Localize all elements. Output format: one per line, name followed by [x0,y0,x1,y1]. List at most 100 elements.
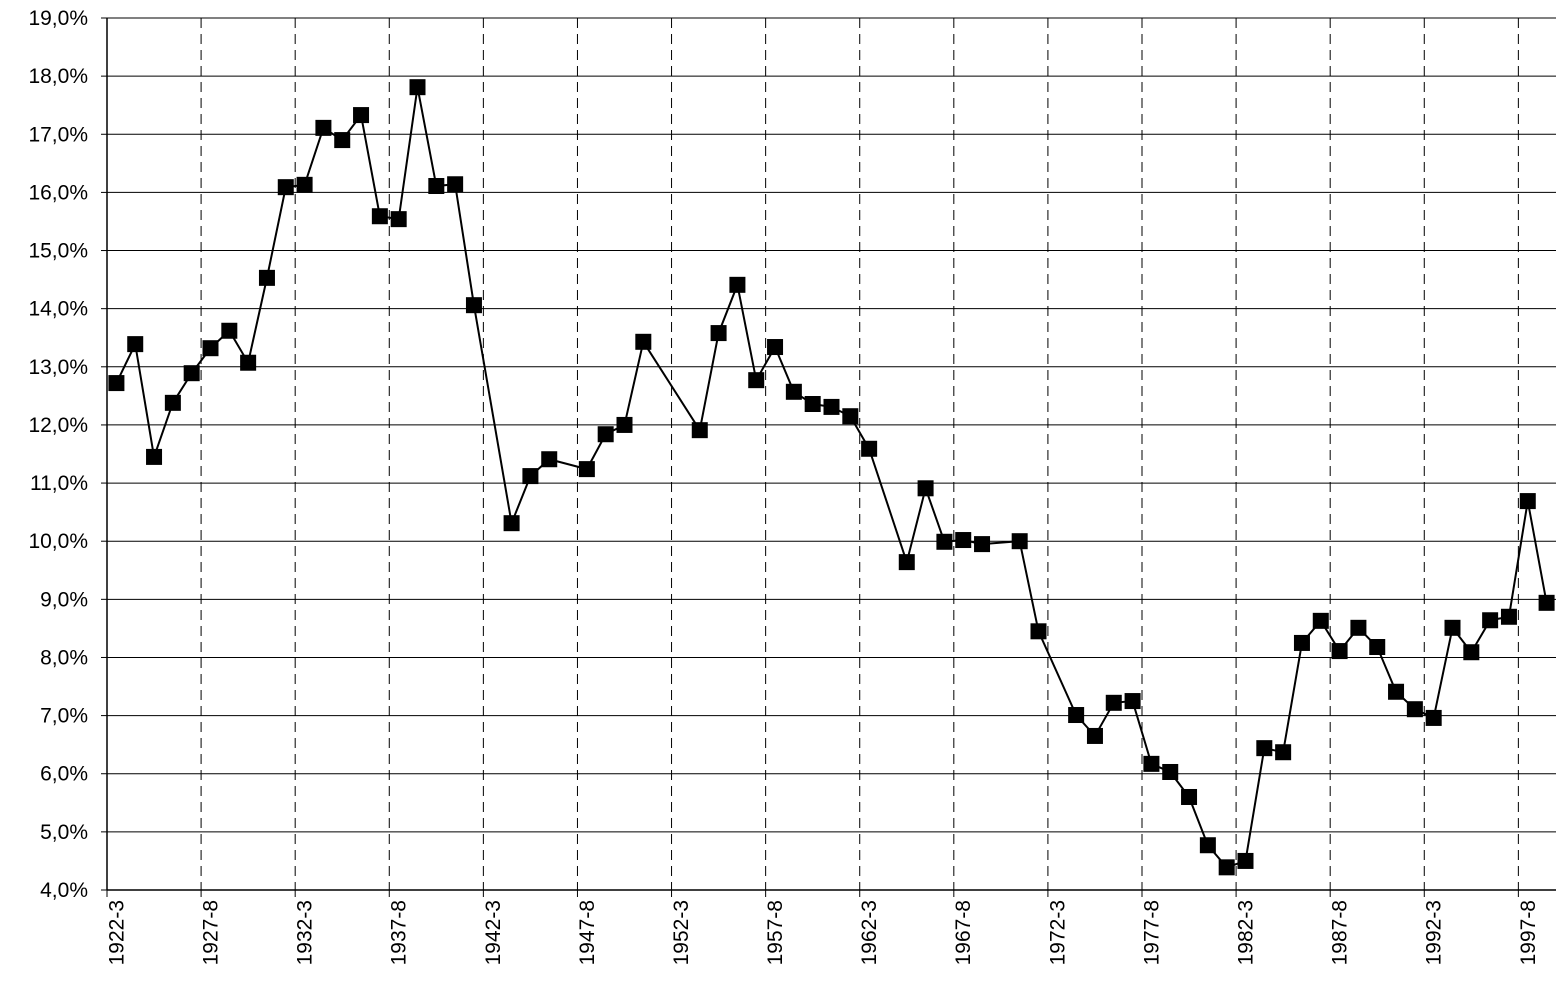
y-tick-label: 6,0% [40,763,88,786]
marker [1086,727,1103,744]
gap-connector [868,448,908,563]
marker [127,336,144,353]
x-tick-label: 1947-8 [576,900,599,965]
marker [334,132,351,149]
marker [1143,755,1160,772]
marker [597,426,614,443]
marker [221,322,238,339]
x-tick-label: 1967-8 [952,900,975,965]
marker [465,297,482,314]
marker [541,451,558,468]
marker [1011,533,1028,550]
marker [1124,693,1141,710]
gap-connector [472,305,513,524]
line-series [1075,500,1548,869]
marker [315,119,332,136]
y-tick-label: 4,0% [40,879,88,902]
marker [842,408,859,425]
y-tick-label: 15,0% [28,240,88,263]
x-tick-label: 1997-8 [1517,900,1540,965]
marker [955,532,972,549]
y-tick-label: 7,0% [40,705,88,728]
marker [1199,837,1216,854]
marker [1105,694,1122,711]
marker [447,176,464,193]
marker [1218,859,1235,876]
marker [1256,740,1273,757]
marker [1237,852,1254,869]
marker [1369,639,1386,656]
x-tick-label: 1957-8 [764,900,787,965]
marker [616,416,633,433]
y-tick-label: 18,0% [28,65,88,88]
marker [1500,608,1517,625]
line-series [698,281,871,450]
marker [936,533,953,550]
x-tick-label: 1952-3 [670,900,693,965]
marker [1519,493,1536,510]
marker [1030,623,1047,640]
gap-connector [1037,630,1078,716]
y-tick-label: 16,0% [28,181,88,204]
marker [767,339,784,356]
marker [296,176,313,193]
marker [1538,594,1555,611]
y-tick-label: 13,0% [28,356,88,379]
marker [1350,619,1367,636]
y-tick-label: 17,0% [28,123,88,146]
marker [202,340,219,357]
line-series [905,484,983,563]
x-tick-label: 1922-3 [105,900,128,965]
marker [1444,619,1461,636]
y-tick-label: 11,0% [30,472,88,495]
marker [164,394,181,411]
marker [823,398,840,415]
marker [710,325,727,342]
marker [409,79,426,96]
marker [277,179,294,196]
x-tick-label: 1977-8 [1140,900,1163,965]
marker [371,208,388,225]
marker [390,211,407,228]
gap-connector [642,341,701,431]
marker [1068,707,1085,724]
y-tick-label: 5,0% [40,821,88,844]
y-tick-label: 12,0% [28,414,88,437]
marker [1482,612,1499,629]
marker [1425,709,1442,726]
marker [804,396,821,413]
marker [635,333,652,350]
marker [1162,763,1179,780]
marker [785,383,802,400]
marker [522,468,539,485]
x-tick-label: 1942-3 [482,900,505,965]
marker [861,440,878,457]
y-tick-label: 14,0% [28,298,88,321]
x-tick-label: 1962-3 [858,900,881,965]
x-tick-label: 1982-3 [1235,900,1258,965]
marker [748,372,765,389]
marker [503,515,520,532]
line-series [585,341,645,470]
x-tick-label: 1992-3 [1423,900,1446,965]
marker [1463,644,1480,661]
marker [1331,643,1348,660]
marker [898,554,915,571]
marker [108,375,125,392]
marker [146,448,163,465]
marker [183,365,200,382]
marker [1293,634,1310,651]
y-tick-label: 10,0% [28,530,88,553]
marker [578,461,595,478]
x-tick-label: 1927-8 [200,900,223,965]
marker [1388,683,1405,700]
x-tick-label: 1972-3 [1046,900,1069,965]
marker [1181,788,1198,805]
marker [240,354,257,371]
marker [1312,612,1329,629]
marker [428,178,445,195]
y-tick-label: 19,0% [28,7,88,30]
marker [1275,744,1292,761]
marker [729,276,746,293]
